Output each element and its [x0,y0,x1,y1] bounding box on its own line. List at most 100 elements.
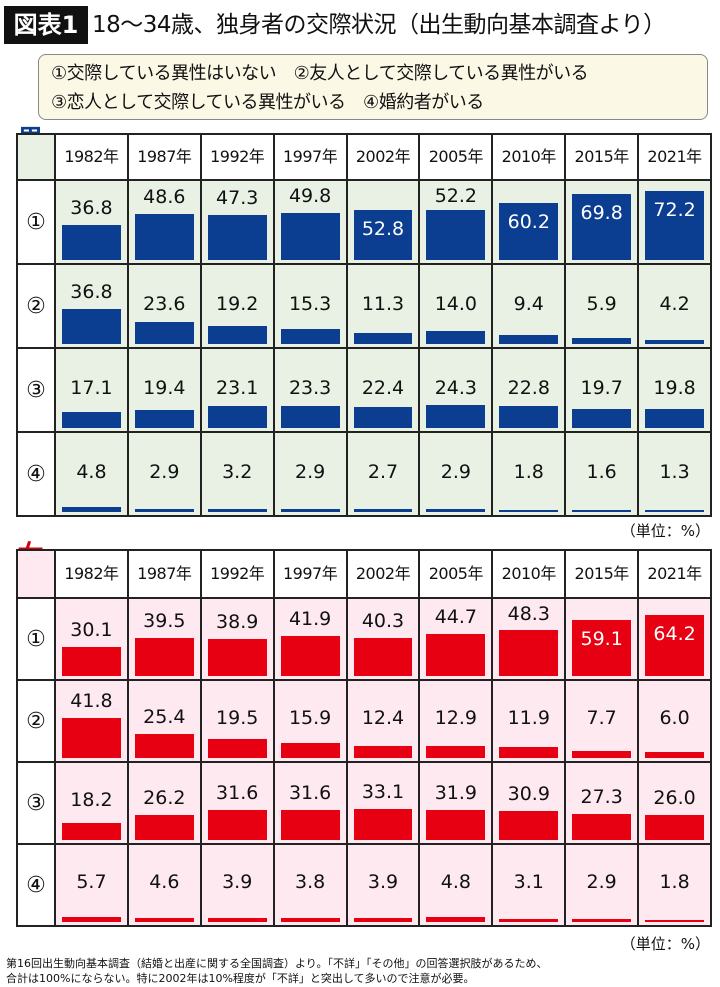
bar [426,745,486,758]
value-label: 49.8 [288,185,332,207]
value-label: 3.2 [222,461,253,483]
data-cell: 2.9 [272,431,346,515]
data-cell: 23.3 [272,347,346,431]
data-cell: 1.6 [564,431,638,515]
bar [134,733,194,758]
value-label: 4.2 [659,293,690,315]
bar [645,752,704,758]
value-label: 2.9 [586,871,617,893]
value-label: 24.3 [434,376,478,399]
bar [134,638,194,676]
data-cell: 23.1 [199,347,273,431]
data-cell: 2.9 [418,431,492,515]
bar [280,509,340,512]
data-cell: 19.5 [199,679,273,761]
value-label: 19.2 [216,293,259,315]
row-label: ③ [18,347,54,431]
data-cell: 3.1 [491,843,565,925]
value-label: 48.6 [143,185,186,208]
data-cell: 52.2 [418,179,492,263]
bar [499,630,559,676]
bar [62,309,121,344]
value-label: 1.3 [659,461,690,483]
data-cell: 5.7 [54,843,127,925]
data-cell: 4.6 [126,843,200,925]
bar [499,202,559,260]
year-header: 2021年 [637,551,710,597]
year-header: 2021年 [637,135,710,179]
value-label: 41.8 [70,690,113,713]
value-label: 3.1 [513,871,544,893]
data-cell: 19.4 [126,347,200,431]
data-cell: 36.8 [54,263,127,347]
value-label: 1.6 [586,461,617,483]
bar [280,636,340,676]
data-cell: 48.6 [126,179,200,263]
value-label: 2.9 [294,461,326,483]
data-cell: 15.9 [272,679,346,761]
data-cell: 39.5 [126,597,200,679]
data-cell: 4.8 [54,431,127,515]
bar [353,209,413,260]
data-cell: 11.9 [491,679,565,761]
bar [426,330,486,344]
data-cell: 40.3 [345,597,419,679]
value-label: 36.8 [70,281,113,304]
bar [426,809,486,840]
data-cell: 12.4 [345,679,419,761]
value-label: 72.2 [653,199,696,222]
data-cell: 27.3 [564,761,638,843]
bar [499,919,559,922]
bar [62,647,121,676]
data-cell: 23.6 [126,263,200,347]
data-cell: 18.2 [54,761,127,843]
figure-badge: 図表1 [4,6,88,44]
data-cell: 36.8 [54,179,127,263]
bar [134,509,194,512]
value-label: 11.9 [507,707,550,729]
value-label: 4.6 [149,871,180,893]
value-label: 33.1 [361,780,405,803]
value-label: 47.3 [216,187,259,210]
row-label: ③ [18,761,54,843]
bar [572,510,632,512]
bar [353,333,413,344]
data-cell: 26.2 [126,761,200,843]
bar [353,808,413,840]
row-label: ④ [18,843,54,925]
male-table: 1982年 1987年 1992年 1997年 2002年 2005年 2010年 2015年… [16,133,712,517]
bar [645,815,704,840]
value-label: 7.7 [586,707,617,729]
year-header: 1992年 [199,551,273,597]
data-cell: 41.9 [272,597,346,679]
value-label: 59.1 [580,627,623,650]
data-cell: 1.8 [491,431,565,515]
data-cell: 33.1 [345,761,419,843]
value-label: 38.9 [216,611,259,634]
value-label: 31.9 [434,781,478,804]
bar [645,409,704,428]
data-cell: 19.2 [199,263,273,347]
value-label: 48.3 [507,603,550,625]
legend-line-2: ③恋人として交際している異性がいる ④婚約者がいる [51,92,484,113]
bar [62,507,121,512]
data-cell: 9.4 [491,263,565,347]
data-cell: 30.1 [54,597,127,679]
value-label: 12.9 [434,707,478,729]
bar [134,213,194,260]
year-header: 2005年 [418,551,492,597]
bar [207,639,267,676]
value-label: 64.2 [653,623,696,645]
bar [62,411,121,428]
bar [572,619,632,676]
footnote-line-2: 合計は100%にならない。特に2002年は10%程度が「不詳」と突出して多いので… [6,972,475,985]
bar [134,815,194,840]
data-cell: 4.2 [637,263,710,347]
value-label: 5.7 [76,871,107,893]
bar [645,510,704,512]
data-cell: 49.8 [272,179,346,263]
chart-title: 18〜34歳、独身者の交際状況（出生動向基本調査より） [92,12,666,38]
value-label: 3.9 [222,871,253,893]
bar [280,212,340,260]
value-label: 4.8 [440,871,471,893]
